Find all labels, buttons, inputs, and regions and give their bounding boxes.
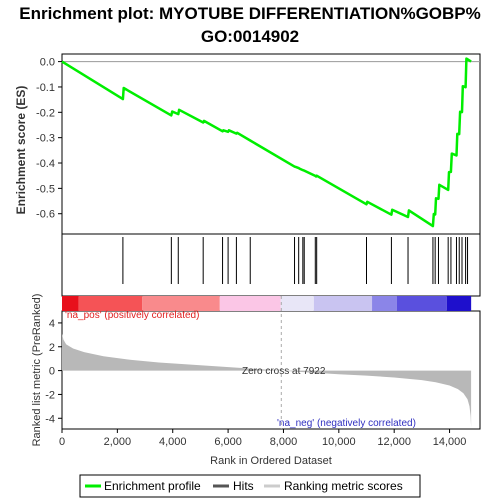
metric-y-ticks: 4 2 0 -2 -4 <box>45 318 62 425</box>
es-y-axis-label: Enrichment score (ES) <box>14 86 28 215</box>
es-y-tick-label: -0.5 <box>36 183 55 195</box>
metric-y-tick-label: -4 <box>45 413 55 425</box>
metric-y-tick-label: -2 <box>45 389 55 401</box>
rank-heatmap-bar <box>62 296 472 311</box>
es-y-tick-label: -0.3 <box>36 133 55 145</box>
legend: Enrichment profile Hits Ranking metric s… <box>79 474 421 498</box>
x-tick-label: 14,000 <box>433 436 467 448</box>
x-tick-label: 4,000 <box>159 436 187 448</box>
metric-y-tick-label: 2 <box>49 342 55 354</box>
hits-markers <box>122 237 469 284</box>
legend-label-metric: Ranking metric scores <box>284 479 403 493</box>
heatmap-segment <box>372 296 397 311</box>
es-y-tick-label: -0.1 <box>36 82 55 94</box>
legend-label-hits: Hits <box>233 479 254 493</box>
heatmap-segment <box>396 296 447 311</box>
legend-label-enrichment: Enrichment profile <box>104 479 201 493</box>
metric-y-tick-label: 4 <box>49 318 55 330</box>
x-tick-label: 10,000 <box>322 436 356 448</box>
x-tick-label: 12,000 <box>377 436 411 448</box>
legend-frame <box>79 474 421 498</box>
heatmap-segment <box>142 296 220 311</box>
chart-title-line-2: GO:0014902 <box>201 27 299 46</box>
heatmap-segment <box>62 296 79 311</box>
heatmap-segment <box>280 296 314 311</box>
enrichment-profile-series <box>61 57 472 228</box>
chart-title-line-1: Enrichment plot: MYOTUBE DIFFERENTIATION… <box>19 4 481 23</box>
enrichment-profile-line <box>61 57 472 228</box>
metric-y-axis-label: Ranked list metric (PreRanked) <box>31 294 43 447</box>
x-tick-label: 0 <box>59 436 65 448</box>
heatmap-segment <box>446 296 472 311</box>
x-tick-label: 8,000 <box>270 436 298 448</box>
x-axis-ticks: 0 2,000 4,000 6,000 8,000 10,000 12,000 14,000 <box>59 429 466 448</box>
neg-correlated-label: 'na_neg' (negatively correlated) <box>277 418 416 429</box>
ranking-metric-area <box>62 296 472 429</box>
heatmap-segment <box>313 296 373 311</box>
metric-y-tick-label: 0 <box>49 366 55 378</box>
x-axis-label: Rank in Ordered Dataset <box>210 455 332 467</box>
es-y-tick-label: -0.4 <box>36 158 55 170</box>
hits-panel-frame <box>61 233 481 297</box>
x-tick-label: 6,000 <box>214 436 242 448</box>
zero-cross-label: Zero cross at 7922 <box>242 366 326 377</box>
es-y-tick-label: -0.2 <box>36 107 55 119</box>
heatmap-segment <box>78 296 143 311</box>
heatmap-segment <box>219 296 281 311</box>
es-y-tick-label: -0.6 <box>36 209 55 221</box>
es-y-tick-label: 0.0 <box>40 57 55 69</box>
es-y-ticks: 0.0 -0.1 -0.2 -0.3 -0.4 -0.5 -0.6 <box>36 57 62 221</box>
es-panel-frame <box>61 53 481 235</box>
pos-correlated-label: 'na_pos' (positively correlated) <box>65 310 199 321</box>
x-tick-label: 2,000 <box>104 436 132 448</box>
